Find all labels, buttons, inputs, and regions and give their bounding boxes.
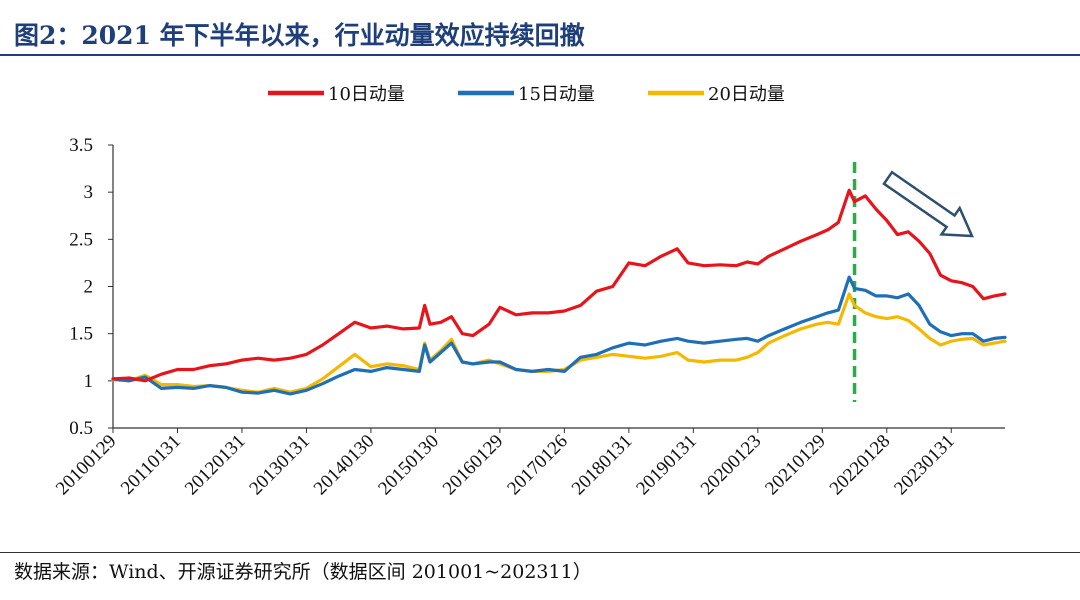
y-tick-label: 1	[84, 371, 94, 392]
legend: 10日动量 15日动量 20日动量	[268, 84, 785, 105]
legend-label: 20日动量	[708, 84, 785, 105]
x-tick-label: 20130131	[245, 431, 314, 500]
x-tick-label: 20210129	[761, 431, 830, 500]
x-tick-label: 20200123	[697, 431, 766, 500]
series-layer	[111, 188, 1007, 396]
x-tick-label: 20220128	[826, 431, 895, 500]
title-divider	[0, 54, 1080, 56]
x-tick-label: 20230131	[890, 431, 959, 500]
x-tick-label: 20110131	[117, 431, 185, 499]
trend-arrow-layer	[882, 170, 974, 238]
series-line-10d	[111, 188, 1007, 383]
x-tick-label: 20150130	[374, 431, 443, 500]
y-tick-label: 2	[84, 277, 94, 298]
legend-label: 10日动量	[328, 84, 405, 105]
chart-canvas: 10日动量 15日动量 20日动量 3.532.521.510.5201001292…	[52, 84, 1007, 499]
series-line-20d	[111, 292, 1007, 394]
x-tick-label: 20180131	[568, 431, 637, 500]
chart-axes: 3.532.521.510.52010012920110131201201312…	[52, 135, 1005, 499]
y-tick-label: 2.5	[69, 229, 93, 250]
chart-title: 图2：2021 年下半年以来，行业动量效应持续回撤	[14, 21, 585, 50]
legend-label: 15日动量	[518, 84, 595, 105]
x-tick-label: 20160129	[439, 431, 508, 500]
x-tick-label: 20120131	[181, 431, 250, 500]
source-note: 数据来源：Wind、开源证券研究所（数据区间 201001~202311）	[14, 561, 592, 583]
down-trend-arrow-icon	[882, 170, 974, 238]
y-tick-label: 0.5	[69, 418, 93, 439]
y-tick-label: 1.5	[69, 324, 93, 345]
y-tick-label: 3	[84, 182, 94, 203]
x-tick-label: 20140130	[310, 431, 379, 500]
source-divider	[0, 552, 1080, 553]
y-tick-label: 3.5	[69, 135, 93, 156]
x-tick-label: 20170126	[503, 431, 572, 500]
x-tick-label: 20100129	[52, 431, 121, 500]
series-line-15d	[111, 275, 1007, 396]
x-tick-label: 20190131	[632, 431, 701, 500]
